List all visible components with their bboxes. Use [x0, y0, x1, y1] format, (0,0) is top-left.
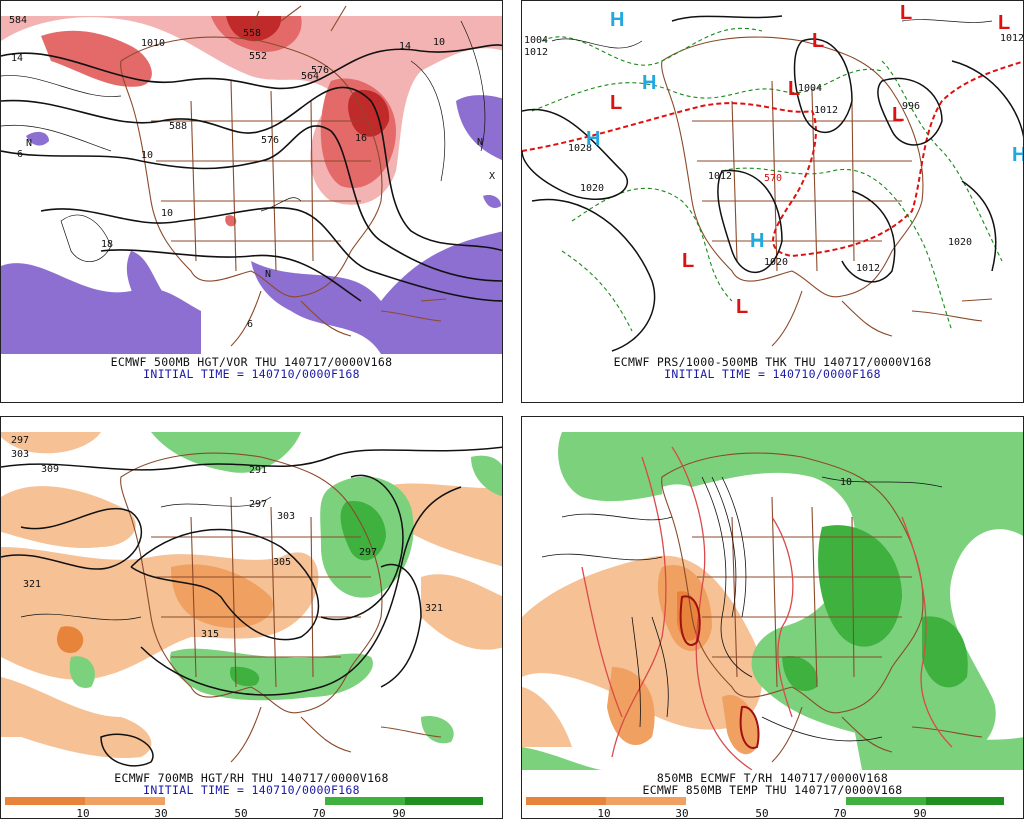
initial-time: INITIAL TIME = 140710/0000F168: [143, 783, 360, 797]
contour-label: 291: [249, 465, 267, 476]
colorbar-tick: 10: [76, 807, 90, 819]
contour-label: N: [26, 138, 32, 149]
isobar-label: 1020: [764, 257, 788, 268]
low-pressure-icon: L: [892, 104, 904, 126]
map-700mb: 297 303 309 321 297 303 305 297 315 321 …: [1, 432, 502, 818]
colorbar-tick: 30: [154, 807, 168, 819]
isobar-label: 1012: [708, 171, 732, 182]
contour-label: 584: [9, 15, 27, 26]
thickness-label: 570: [764, 173, 782, 184]
low-pressure-icon: L: [812, 30, 824, 52]
contour-label: 588: [169, 121, 187, 132]
contour-label: 1010: [141, 38, 165, 49]
rh-colorbar: [526, 797, 1004, 805]
colorbar-tick: 10: [597, 807, 611, 819]
contour-label: 303: [11, 449, 29, 460]
isobar-label: 996: [902, 101, 920, 112]
low-pressure-icon: L: [900, 2, 912, 24]
contour-label: 10: [433, 37, 445, 48]
colorbar-tick: 30: [675, 807, 689, 819]
contour-label: 6: [247, 319, 253, 330]
contour-label: 576: [261, 135, 279, 146]
high-pressure-icon: H: [610, 9, 624, 31]
contour-label: X: [489, 171, 495, 182]
contour-label: 297: [359, 547, 377, 558]
contour-label: 297: [11, 435, 29, 446]
isobar-label: 1012: [524, 47, 548, 58]
contour-label: 321: [23, 579, 41, 590]
isobar-label: 1012: [1000, 33, 1024, 44]
contour-label: 10: [141, 150, 153, 161]
contour-label: 303: [277, 511, 295, 522]
contour-label: 14: [399, 41, 411, 52]
panel-caption: ECMWF PRS/1000-500MB THK THU 140717/0000…: [613, 355, 932, 369]
contour-label: 6: [17, 149, 23, 160]
panel-subcaption: ECMWF 850MB TEMP THU 140717/0000V168: [642, 783, 903, 797]
contour-label: 309: [41, 464, 59, 475]
contour-label: 14: [11, 53, 23, 64]
high-pressure-icon: H: [1012, 144, 1024, 166]
colorbar-labels: 10 30 50 70 90: [526, 807, 1004, 819]
isobar-label: 1028: [568, 143, 592, 154]
colorbar-tick: 70: [312, 807, 326, 819]
contour-label: 10: [840, 477, 852, 488]
initial-time: INITIAL TIME = 140710/0000F168: [664, 367, 881, 381]
panel-prs-thk: 1004 1012 1028 1020 1012 570 1004 1012 1…: [521, 0, 1024, 403]
isobar-label: 1004: [798, 83, 822, 94]
isobar-label: 1020: [580, 183, 604, 194]
contour-label: N: [265, 269, 271, 280]
contour-label: 297: [249, 499, 267, 510]
panel-850mb-t-rh: 10 850MB ECMWF T/RH 140717/0000V168 ECMW…: [521, 416, 1024, 819]
contour-label: 16: [355, 133, 367, 144]
panel-caption: ECMWF 500MB HGT/VOR THU 140717/0000V168: [110, 355, 393, 369]
colorbar-tick: 50: [234, 807, 248, 819]
isobar-label: 1004: [524, 35, 548, 46]
contour-label: 576: [311, 65, 329, 76]
isobar-label: 1020: [948, 237, 972, 248]
isobar-label: 1012: [856, 263, 880, 274]
low-pressure-icon: L: [736, 296, 748, 318]
isobar-label: 1012: [814, 105, 838, 116]
contour-label: 18: [101, 239, 113, 250]
map-500mb: 584 1010 14 552 558 10 564 576 588 N X 1…: [1, 5, 502, 402]
panel-700mb-hgt-rh: 297 303 309 321 297 303 305 297 315 321 …: [0, 416, 503, 819]
low-pressure-icon: L: [788, 78, 800, 100]
contour-label: 321: [425, 603, 443, 614]
high-pressure-icon: H: [750, 230, 764, 252]
colorbar-labels: 10 30 50 70 90: [5, 807, 483, 819]
contour-label: N: [477, 137, 483, 148]
low-pressure-icon: L: [682, 250, 694, 272]
contour-label: 305: [273, 557, 291, 568]
colorbar-tick: 90: [913, 807, 927, 819]
rh-colorbar: [5, 797, 483, 805]
map-850mb: 10: [522, 432, 1023, 818]
colorbar-tick: 90: [392, 807, 406, 819]
colorbar-tick: 70: [833, 807, 847, 819]
contour-label: 315: [201, 629, 219, 640]
panel-500mb-hgt-vor: 584 1010 14 552 558 10 564 576 588 N X 1…: [0, 0, 503, 403]
low-pressure-icon: L: [610, 92, 622, 114]
initial-time: INITIAL TIME = 140710/0000F168: [143, 367, 360, 381]
contour-label: 564: [301, 71, 319, 82]
panel-caption: ECMWF 700MB HGT/RH THU 140717/0000V168: [114, 771, 389, 785]
map-prs-thk: 1004 1012 1028 1020 1012 570 1004 1012 1…: [522, 2, 1024, 402]
high-pressure-icon: H: [642, 72, 656, 94]
low-pressure-icon: L: [998, 12, 1010, 34]
contour-label: 10: [161, 208, 173, 219]
contour-label: 558: [243, 28, 261, 39]
panel-caption: 850MB ECMWF T/RH 140717/0000V168: [656, 771, 889, 785]
contour-label: 552: [249, 51, 267, 62]
high-pressure-icon: H: [586, 128, 600, 150]
colorbar-tick: 50: [755, 807, 769, 819]
